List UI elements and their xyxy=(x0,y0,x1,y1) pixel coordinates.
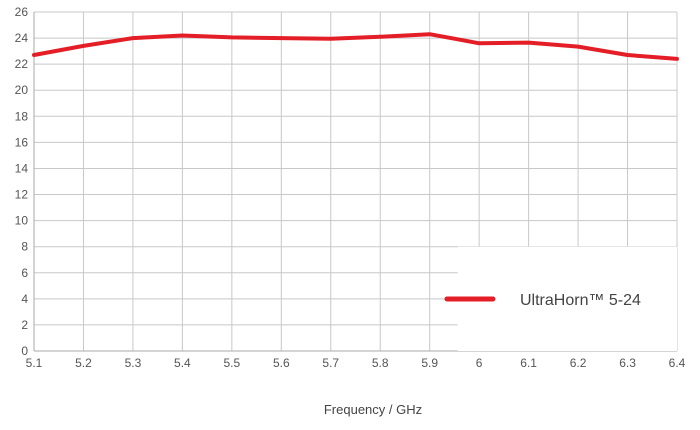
x-tick-label: 5.5 xyxy=(224,356,241,370)
y-tick-label: 2 xyxy=(21,318,28,332)
x-axis: 5.1 5.2 5.3 5.4 5.5 5.6 5.7 5.8 5.9 6 6.1 6.2 6.3 6.4 xyxy=(26,356,686,370)
y-tick-label: 20 xyxy=(15,83,29,97)
x-tick-label: 5.1 xyxy=(26,356,43,370)
x-tick-label: 5.9 xyxy=(421,356,438,370)
x-tick-label: 5.4 xyxy=(174,356,191,370)
y-tick-label: 16 xyxy=(15,135,29,149)
x-tick-label: 5.8 xyxy=(372,356,389,370)
y-tick-label: 18 xyxy=(15,109,29,123)
y-tick-label: 6 xyxy=(21,266,28,280)
series-layer xyxy=(32,32,679,61)
x-tick-label: 5.2 xyxy=(75,356,92,370)
x-tick-label: 6.4 xyxy=(669,356,686,370)
y-tick-label: 8 xyxy=(21,240,28,254)
y-tick-label: 26 xyxy=(15,5,29,19)
y-tick-label: 10 xyxy=(15,214,29,228)
x-tick-label: 6 xyxy=(476,356,483,370)
y-tick-label: 12 xyxy=(15,188,29,202)
x-tick-label: 6.1 xyxy=(520,356,537,370)
y-tick-label: 22 xyxy=(15,57,29,71)
x-tick-label: 5.3 xyxy=(125,356,142,370)
x-tick-label: 5.7 xyxy=(322,356,339,370)
x-tick-label: 5.6 xyxy=(273,356,290,370)
x-tick-label: 6.3 xyxy=(619,356,636,370)
chart-legend: UltraHorn™ 5-24 xyxy=(444,246,677,351)
y-tick-label: 4 xyxy=(21,292,28,306)
y-tick-label: 14 xyxy=(15,161,29,175)
legend-label-ultrahorn: UltraHorn™ 5-24 xyxy=(520,292,641,309)
x-axis-title: Frequency / GHz xyxy=(324,402,422,417)
y-tick-label: 24 xyxy=(15,31,29,45)
series-line-ultrahorn xyxy=(32,32,679,61)
y-tick-label: 0 xyxy=(21,344,28,358)
x-tick-label: 6.2 xyxy=(570,356,587,370)
